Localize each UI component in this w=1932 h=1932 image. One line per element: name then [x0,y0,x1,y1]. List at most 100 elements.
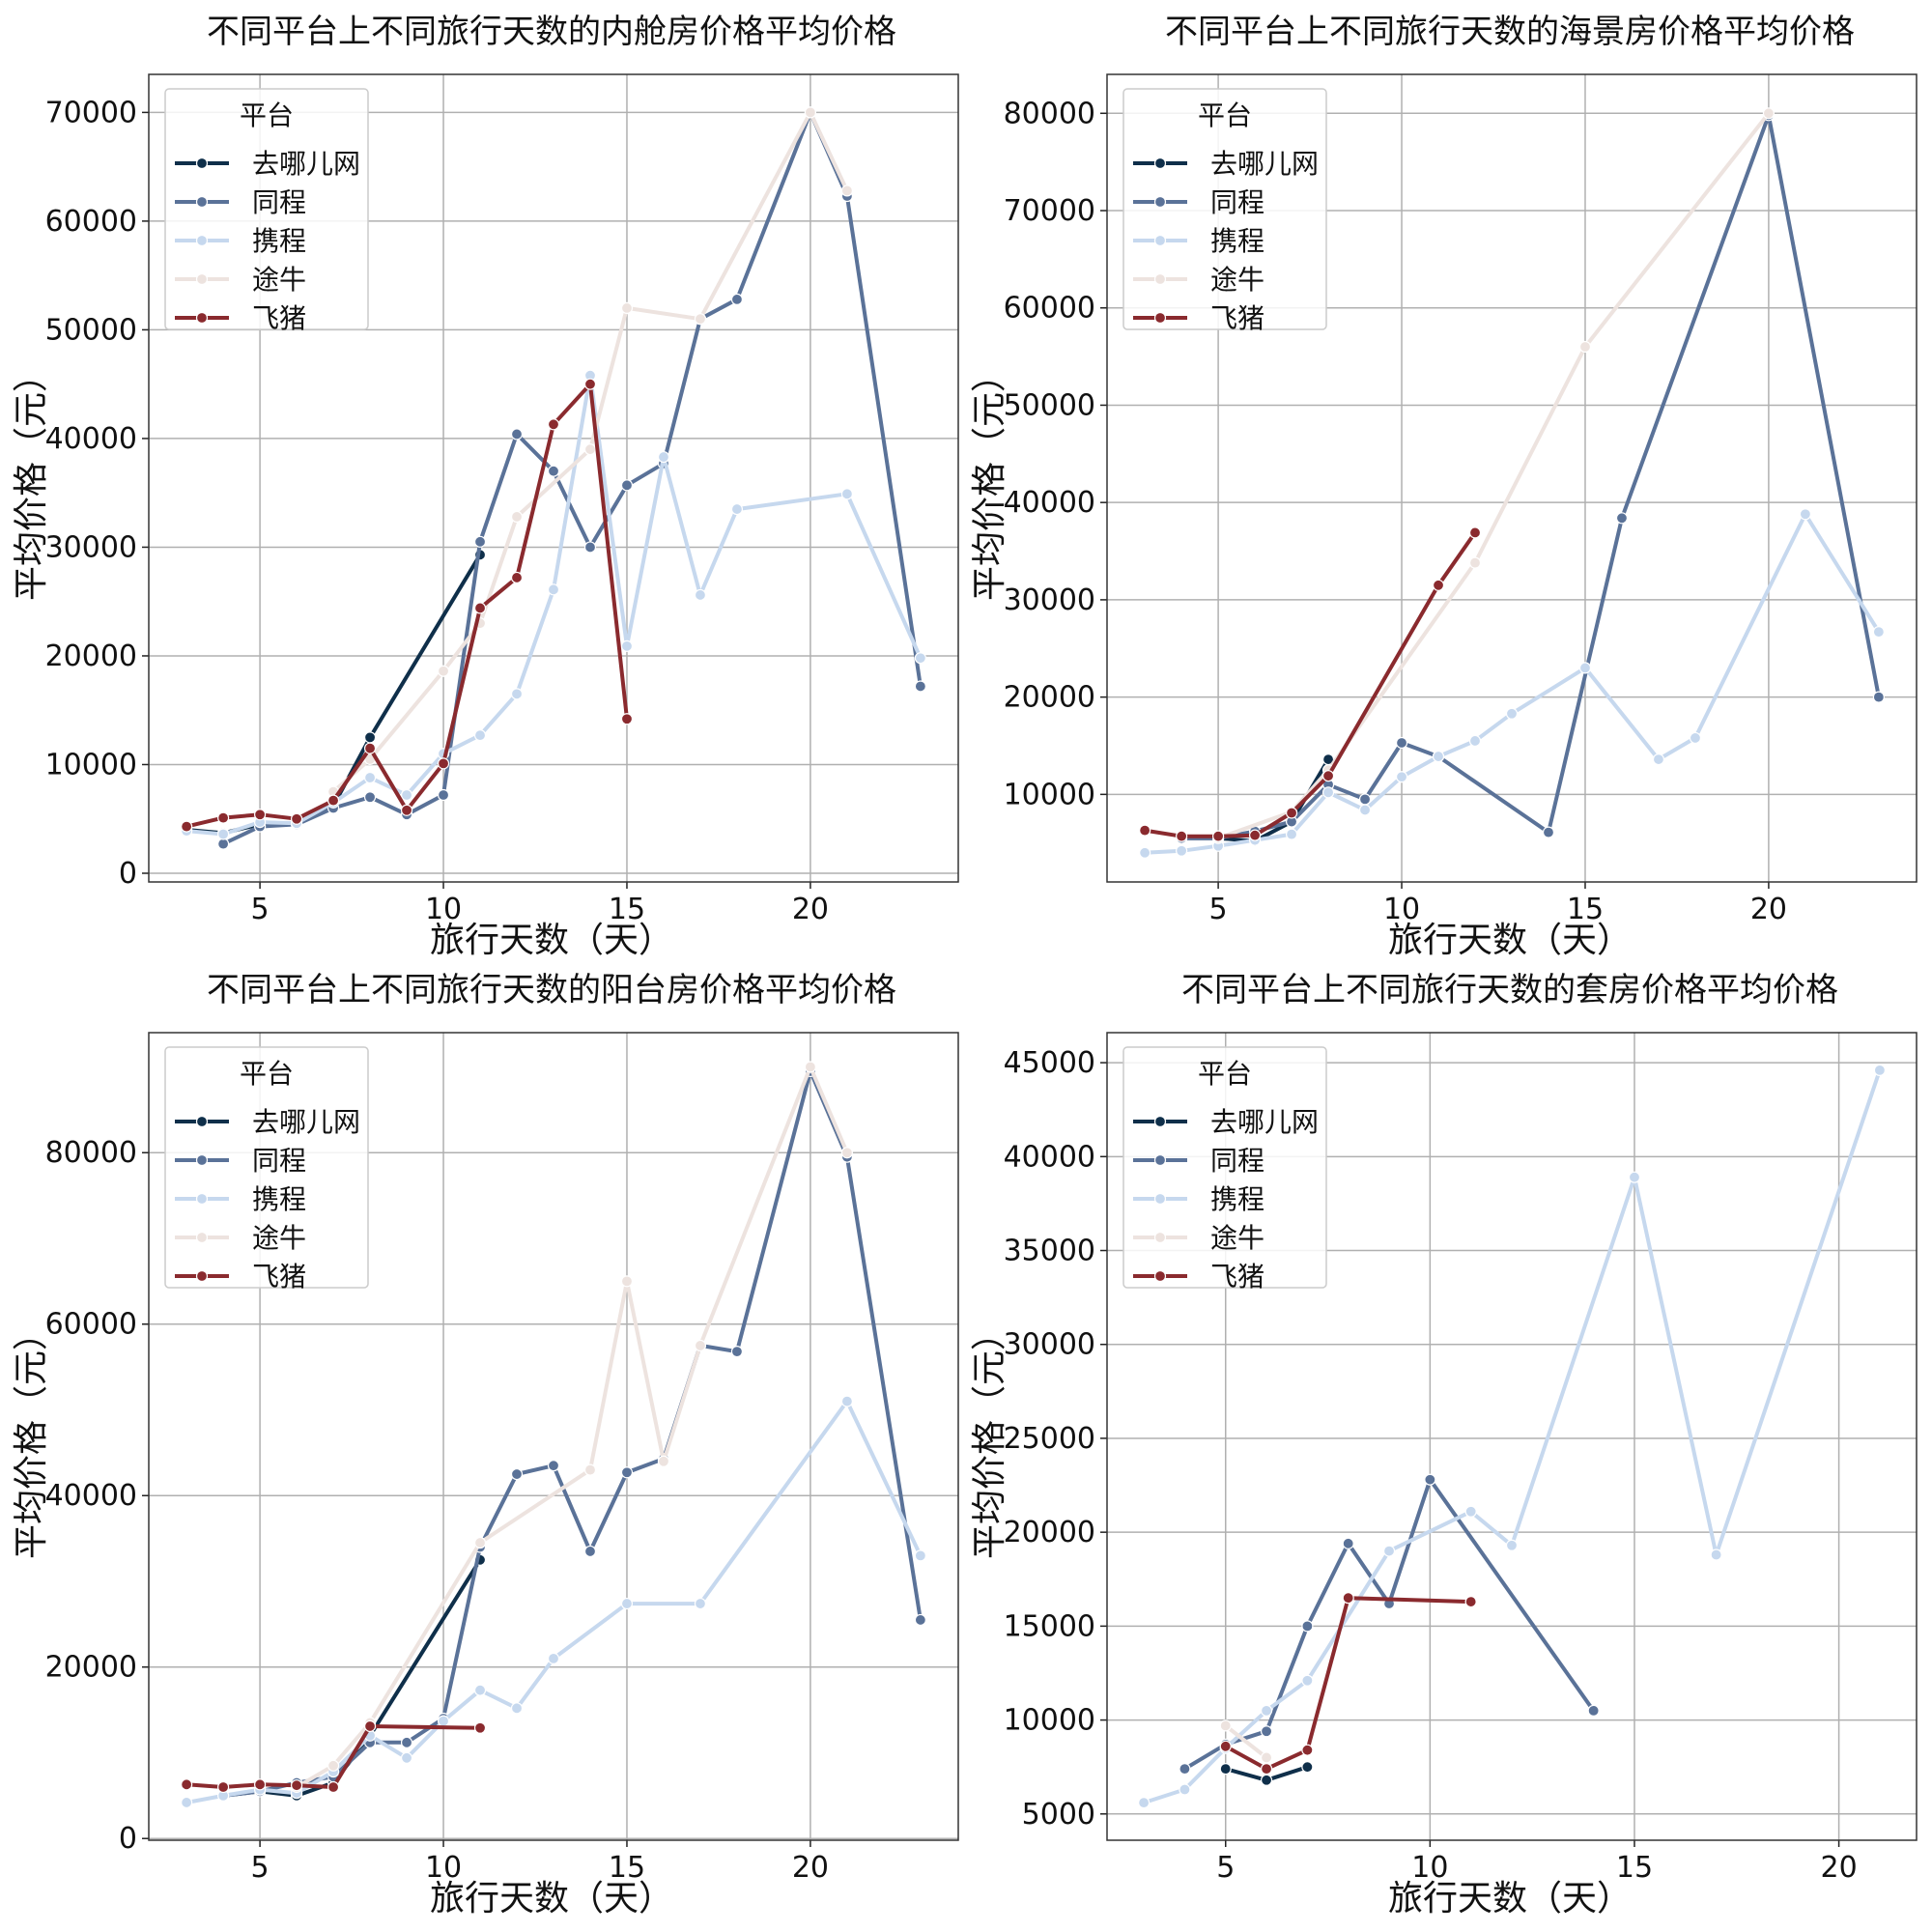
legend-box [1122,1046,1327,1289]
data-point [1468,734,1482,748]
panel-inner-cabin: 不同平台上不同旅行天数的内舱房价格平均价格 5 10 15 20 0 10000 20000… [12,13,959,960]
x-tick-label: 10 [1411,1851,1448,1885]
data-point [657,1455,670,1467]
data-point [510,571,524,584]
series-line [331,110,849,794]
x-tick-label: 5 [251,1851,270,1885]
data-point [620,1466,634,1479]
data-point [1301,1674,1314,1687]
legend-label: 途牛 [252,264,306,296]
data-point [1468,556,1482,569]
panel-suite: 不同平台上不同旅行天数的套房价格平均价格 5 10 15 20 5000 10000 150… [970,971,1918,1918]
legend-marker [195,1231,209,1244]
y-tick-label: 70000 [1004,194,1095,228]
legend-marker [195,234,209,247]
legend-marker [195,1192,209,1206]
data-point [290,1779,303,1792]
x-axis-label: 旅行天数（天） [430,921,673,960]
legend-item-platform-3: 携程 [1133,1183,1264,1215]
data-point [1689,731,1702,745]
y-tick-label: 50000 [45,313,137,347]
data-point [583,1545,597,1558]
grid-lines [149,1033,958,1840]
data-point [1358,793,1372,806]
legend-marker [1153,195,1167,209]
legend-item-platform-1: 去哪儿网 [1133,1106,1319,1138]
data-point [510,1702,524,1715]
data-point [840,185,853,197]
legend-item-platform-5: 飞猪 [175,302,306,334]
legend-label: 去哪儿网 [1210,1106,1319,1138]
chart-title: 不同平台上不同旅行天数的阳台房价格平均价格 [207,971,896,1009]
data-point [327,1759,340,1772]
data-point [1248,829,1262,841]
y-tick-label: 20000 [1004,1516,1095,1549]
series-platform-4 [327,106,853,798]
data-point [547,465,560,477]
legend-label: 途牛 [252,1222,306,1254]
y-axis-label: 平均价格（元） [12,1316,51,1559]
x-tick-label: 5 [1216,1851,1235,1885]
x-tick-label: 15 [1567,893,1604,926]
series-platform-5 [181,1719,487,1794]
data-point [1587,1704,1600,1717]
series-line [1216,111,1771,840]
plot-area: 5 10 15 20 5000 10000 15000 20000 25000 30000 3500… [1004,1032,1918,1885]
series-platform-4 [1219,1719,1273,1764]
y-axis-label: 平均价格（元） [970,357,1009,601]
series-platform-5 [1139,526,1482,842]
plot-frame [148,1032,959,1841]
y-tick-label: 20000 [45,1651,137,1685]
data-point [217,811,230,824]
data-point [1358,804,1372,816]
data-point [1219,1719,1232,1732]
legend-marker [1153,1231,1167,1244]
data-point [730,1346,744,1358]
data-point [1139,846,1151,859]
data-point [1301,1761,1314,1774]
data-point [694,588,707,602]
data-point [583,1463,597,1476]
data-point [473,1684,487,1696]
series-layer [181,106,926,850]
legend-box [1122,88,1327,330]
data-point [1137,1797,1151,1809]
series-line [1143,512,1881,855]
legend-item-platform-3: 携程 [175,1183,306,1215]
data-point [473,535,487,548]
data-point [437,665,450,677]
data-point [1464,1595,1477,1608]
y-tick-label: 20000 [45,639,137,673]
data-point [547,1460,560,1472]
legend-label: 同程 [1210,1145,1264,1177]
series-platform-3 [1139,508,1885,859]
data-point [1578,340,1592,354]
data-point [694,313,707,326]
x-tick-label: 20 [792,1851,829,1885]
legend-title: 平台 [240,99,294,131]
data-point [363,1719,377,1733]
legend-title: 平台 [1198,1058,1252,1090]
y-axis-label: 平均价格（元） [970,1316,1009,1559]
legend-marker [195,311,209,325]
data-point [1468,526,1482,539]
data-point [1652,753,1665,766]
data-point [363,791,377,804]
legend-item-platform-5: 飞猪 [1133,302,1264,334]
data-point [437,757,450,770]
data-point [473,729,487,742]
data-point [694,1597,707,1610]
legend-marker [195,272,209,286]
data-point [400,1736,413,1748]
data-point [254,1778,267,1791]
legend-title: 平台 [1198,99,1252,131]
y-tick-label: 45000 [1004,1046,1095,1080]
series-line [1143,530,1477,838]
data-point [1301,1744,1314,1756]
x-tick-label: 15 [1616,1851,1653,1885]
data-point [400,1751,413,1764]
data-point [1321,786,1335,799]
data-point [1301,1620,1314,1633]
